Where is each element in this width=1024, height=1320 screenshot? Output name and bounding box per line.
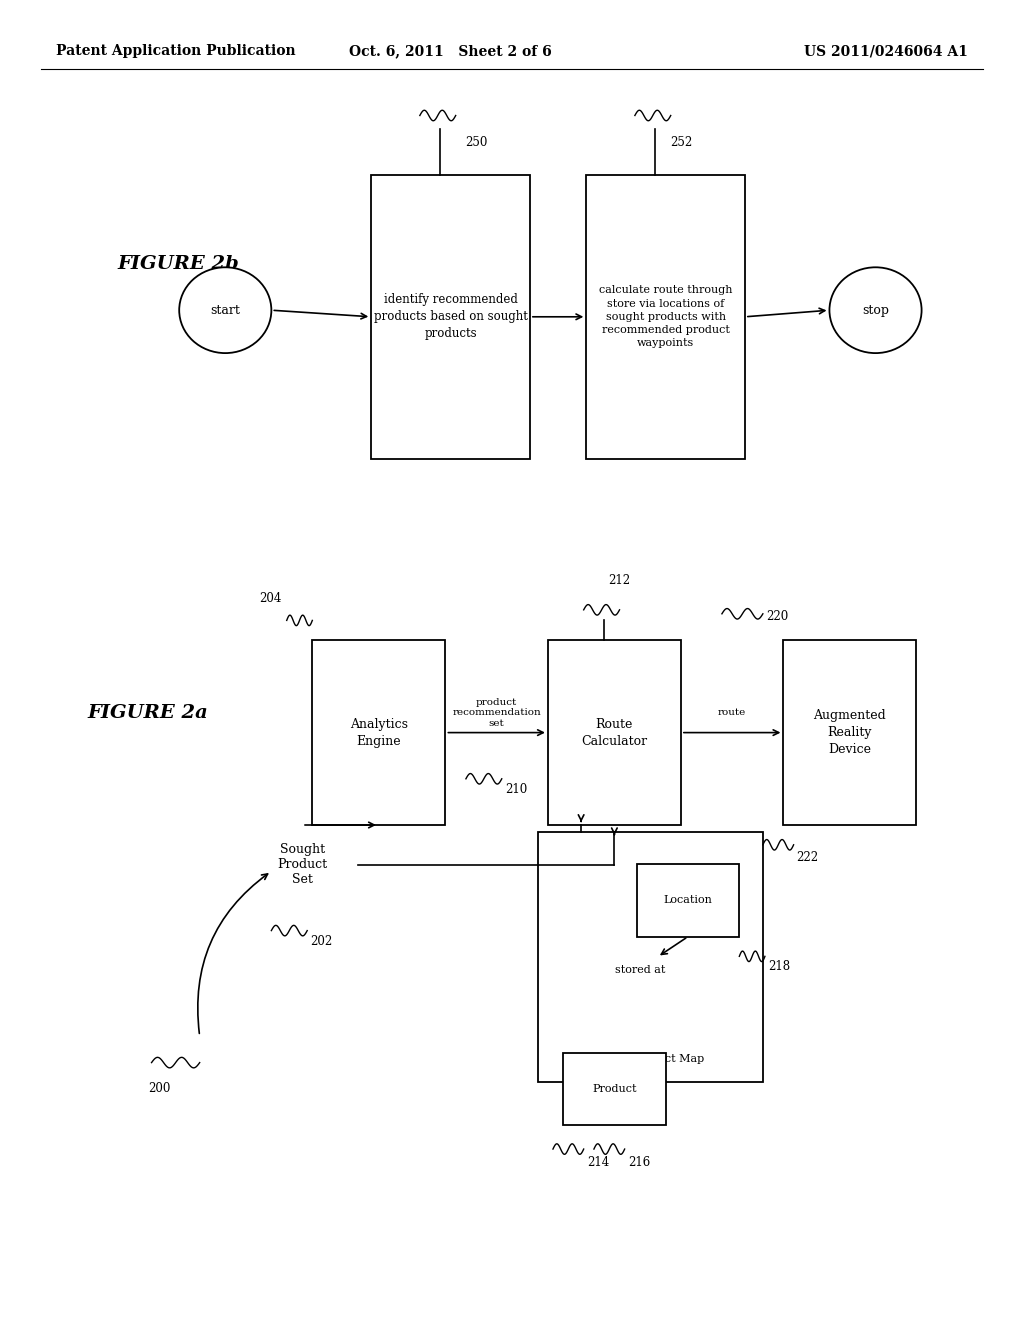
Text: Location: Location xyxy=(664,895,713,906)
Bar xyxy=(783,640,916,825)
Bar xyxy=(637,865,739,937)
Text: 200: 200 xyxy=(148,1082,171,1096)
FancyArrowPatch shape xyxy=(198,874,267,1034)
Text: 216: 216 xyxy=(628,1156,650,1168)
Text: stop: stop xyxy=(862,304,889,317)
Text: calculate route through
store via locations of
sought products with
recommended : calculate route through store via locati… xyxy=(599,285,732,348)
Text: 210: 210 xyxy=(505,783,527,796)
Text: Analytics
Engine: Analytics Engine xyxy=(350,718,408,747)
Text: identify recommended
products based on sought
products: identify recommended products based on s… xyxy=(374,293,527,341)
Text: Store Product Map: Store Product Map xyxy=(597,1053,703,1064)
Text: stored at: stored at xyxy=(614,965,666,975)
Text: 218: 218 xyxy=(768,961,791,973)
Text: US 2011/0246064 A1: US 2011/0246064 A1 xyxy=(804,45,968,58)
Ellipse shape xyxy=(829,267,922,352)
Bar xyxy=(538,832,763,1082)
Text: product
recommendation
set: product recommendation set xyxy=(453,698,541,727)
Text: Patent Application Publication: Patent Application Publication xyxy=(56,45,296,58)
Bar xyxy=(312,640,445,825)
Text: 220: 220 xyxy=(766,610,788,623)
Bar xyxy=(371,176,530,459)
Text: route: route xyxy=(718,709,746,717)
Text: start: start xyxy=(210,304,241,317)
Text: Augmented
Reality
Device: Augmented Reality Device xyxy=(813,709,887,756)
Bar xyxy=(548,640,681,825)
Text: 214: 214 xyxy=(587,1156,609,1168)
Text: Sought
Product
Set: Sought Product Set xyxy=(278,843,327,886)
Bar xyxy=(563,1053,666,1125)
Text: 212: 212 xyxy=(608,574,631,587)
Text: Product: Product xyxy=(592,1084,637,1094)
Text: Oct. 6, 2011   Sheet 2 of 6: Oct. 6, 2011 Sheet 2 of 6 xyxy=(349,45,552,58)
Text: 202: 202 xyxy=(310,935,333,948)
Text: Route
Calculator: Route Calculator xyxy=(582,718,647,747)
Text: FIGURE 2a: FIGURE 2a xyxy=(87,704,208,722)
Text: FIGURE 2b: FIGURE 2b xyxy=(118,255,240,273)
Text: 252: 252 xyxy=(670,136,692,149)
Ellipse shape xyxy=(179,267,271,352)
Text: 204: 204 xyxy=(259,591,282,605)
Text: 250: 250 xyxy=(465,136,487,149)
Text: 222: 222 xyxy=(797,851,819,865)
Bar xyxy=(586,176,745,459)
